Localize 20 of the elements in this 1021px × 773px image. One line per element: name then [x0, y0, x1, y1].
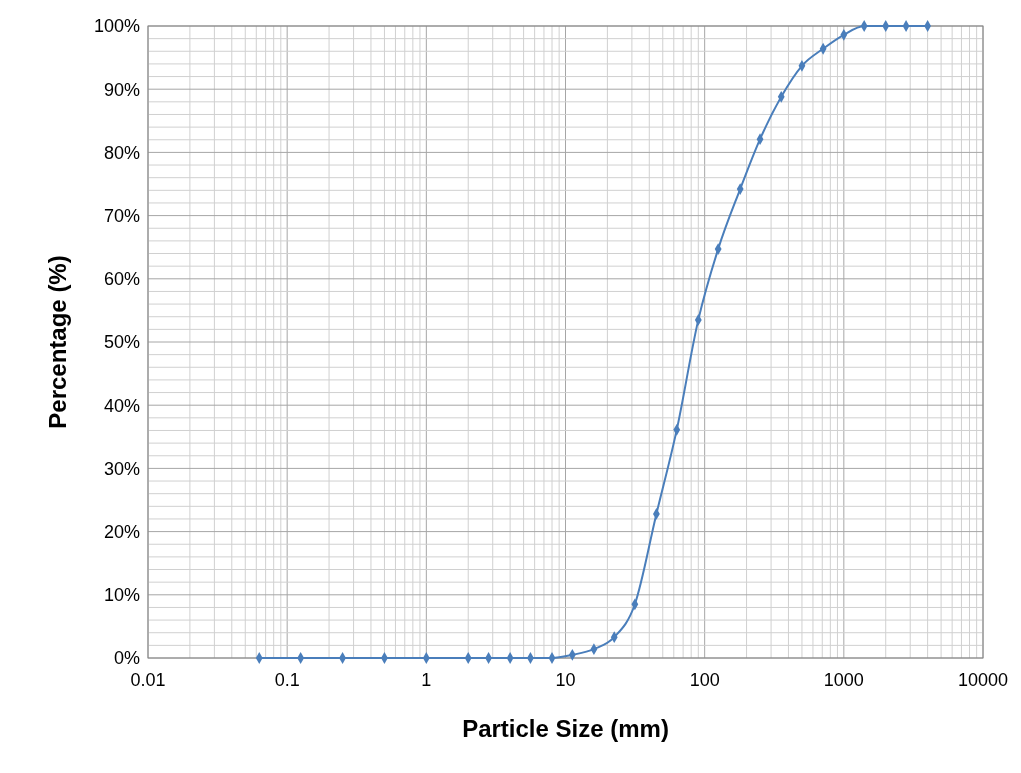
y-tick-label: 10%	[103, 585, 140, 606]
y-tick-label: 60%	[103, 269, 140, 290]
x-tick-label: 0.01	[130, 670, 166, 690]
y-tick-label: 80%	[103, 142, 140, 163]
x-tick-label: 1000	[823, 670, 864, 690]
x-tick-label: 0.1	[274, 670, 300, 690]
x-axis-title: Particle Size (mm)	[462, 715, 669, 742]
x-tick-label: 10000	[957, 670, 1009, 690]
y-tick-label: 50%	[103, 332, 140, 353]
y-tick-label: 40%	[103, 395, 140, 416]
y-tick-label: 20%	[103, 521, 140, 542]
y-tick-label: 30%	[103, 458, 140, 479]
x-tick-label: 10	[555, 670, 576, 690]
x-tick-label: 100	[689, 670, 720, 690]
y-axis-title: Percentage (%)	[44, 255, 71, 429]
y-tick-label: 0%	[113, 648, 140, 669]
y-tick-label: 70%	[103, 205, 140, 226]
y-tick-label: 100%	[93, 16, 140, 37]
y-tick-label: 90%	[103, 79, 140, 100]
x-tick-label: 1	[421, 670, 432, 690]
